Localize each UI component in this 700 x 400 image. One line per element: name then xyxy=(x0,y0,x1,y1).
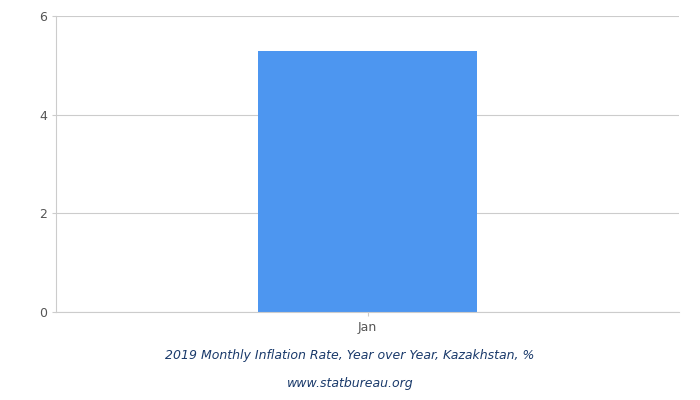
Text: 2019 Monthly Inflation Rate, Year over Year, Kazakhstan, %: 2019 Monthly Inflation Rate, Year over Y… xyxy=(165,350,535,362)
Bar xyxy=(258,50,477,312)
Text: www.statbureau.org: www.statbureau.org xyxy=(287,378,413,390)
